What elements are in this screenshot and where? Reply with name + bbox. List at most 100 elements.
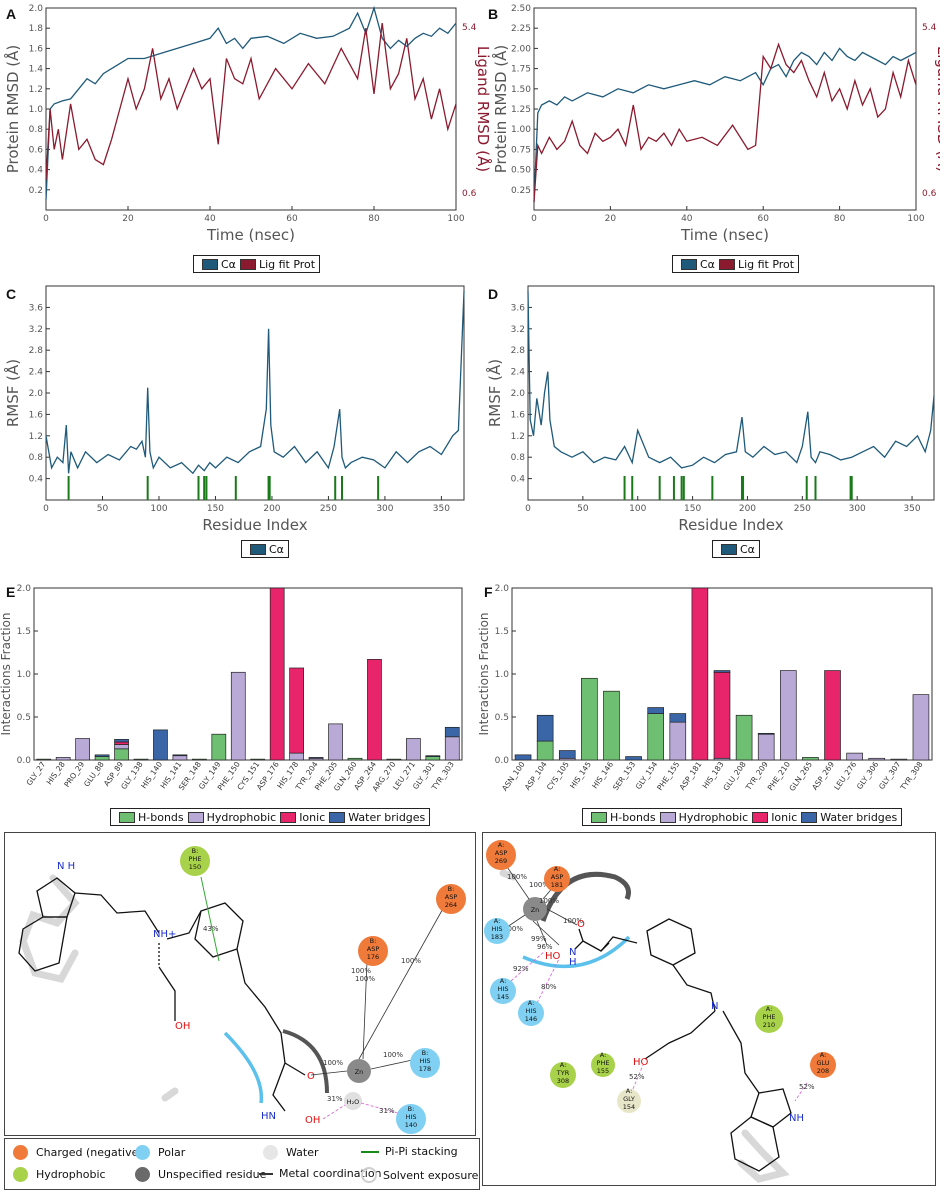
legend-label-hydrophobic: Hydrophobic — [206, 810, 277, 824]
plot-frame — [45, 285, 465, 501]
bar-water-bridges — [625, 756, 642, 761]
legend-label-lig: Lig fit Prot — [737, 257, 795, 271]
legend-swatch-ca — [681, 258, 697, 270]
pocket-polar-curve — [223, 1031, 264, 1104]
key-label: Water — [286, 1146, 319, 1159]
residue-node: B: HIS 178 — [410, 1048, 440, 1078]
x-tick-label: 250 — [794, 504, 811, 514]
x-axis-title: Time (nsec) — [680, 226, 769, 244]
pct-label: 100% — [383, 1051, 403, 1059]
rmsf-chart-d: 0 50 100 150 200 250 300 350 0.4 0.8 1.2 1.6 2.0 2.4 2… — [478, 280, 940, 562]
svg-text:B:: B: — [408, 1105, 415, 1113]
svg-text:A:: A: — [500, 977, 507, 985]
y-tick-label: 1.6 — [29, 44, 44, 54]
bar-hbonds — [735, 714, 753, 761]
pct-label: 100% — [563, 917, 583, 925]
svg-text:A:: A: — [626, 1087, 633, 1095]
pct-label: 31% — [327, 1095, 343, 1103]
residue-node: A: PHE 155 — [591, 1051, 615, 1077]
legend-label-ca: Cα — [221, 257, 236, 271]
key-label: Metal coordination — [279, 1167, 382, 1180]
residue-tick-label: SER_153 — [611, 760, 637, 792]
y-tick-label: 2.4 — [511, 368, 526, 378]
pocket-polar-curve — [522, 935, 631, 969]
key-solvent: Solvent exposure — [361, 1167, 478, 1183]
residue-node: A: HIS 146 — [518, 999, 544, 1026]
y-tick-label: 0.8 — [29, 125, 44, 135]
x-tick-label: 20 — [605, 214, 617, 224]
x-tick-label: 250 — [320, 504, 337, 514]
y2-tick-label: 0.6 — [922, 189, 937, 199]
y-tick-label: 1.6 — [511, 410, 526, 420]
legend-swatch-hydrophobic — [187, 811, 204, 823]
legend-label-ca: Cα — [700, 257, 715, 271]
panel-label-b: B — [488, 6, 499, 22]
x-tick-label: 0 — [43, 214, 49, 224]
key-label: Charged (negative) — [36, 1146, 143, 1159]
bar-hydrophobic — [912, 694, 930, 761]
key-dot-blue — [135, 1145, 150, 1160]
svg-text:176: 176 — [367, 953, 379, 961]
x-axis-title: Time (nsec) — [206, 226, 295, 244]
svg-text:ASP: ASP — [551, 873, 564, 881]
pct-label: 100% — [351, 967, 371, 975]
bar-hydrophobic — [230, 671, 246, 761]
key-dot-gray — [135, 1167, 150, 1182]
pct-label: 100% — [507, 873, 527, 881]
svg-text:A:: A: — [600, 1051, 607, 1059]
hydroxyethyl-chain — [158, 910, 202, 1021]
bar-water-bridges — [647, 707, 664, 714]
x-tick-label: 100 — [447, 214, 464, 224]
panel-label-c: C — [6, 286, 17, 302]
residue-node: A: ASP 269 — [486, 840, 516, 870]
y-tick-label: 1.25 — [511, 105, 531, 115]
key-label: Unspecified residue — [158, 1168, 267, 1181]
svg-text:B:: B: — [448, 885, 455, 893]
pct-label: 31% — [379, 1107, 395, 1115]
bar-water-bridges — [172, 754, 188, 757]
svg-text:140: 140 — [405, 1121, 417, 1129]
x-tick-label: 60 — [286, 214, 298, 224]
x-tick-label: 350 — [433, 504, 450, 514]
zn-ion — [347, 1059, 371, 1083]
hydroxyl-ho: HO — [633, 1057, 649, 1068]
y-tick-label: 1.5 — [495, 627, 509, 637]
residue-node: B: ASP 176 — [358, 936, 388, 966]
legend-swatch-water — [801, 811, 818, 823]
y-tick-label: 1.50 — [511, 85, 531, 95]
metal-coordination-lines — [310, 904, 446, 1076]
rmsd-chart-b-svg: 0 20 40 60 80 100 0.25 0.50 0.75 1.00 1.25 1.50 1.75… — [491, 4, 940, 244]
bar-hydrophobic — [669, 721, 687, 761]
x-tick-label: 350 — [903, 504, 920, 514]
x-tick-label: 80 — [368, 214, 380, 224]
y2-axis-title: Ligand RMSD (Å) — [474, 46, 493, 172]
hbond-lines — [322, 1102, 406, 1120]
svg-text:183: 183 — [491, 933, 503, 941]
bar-hbonds — [425, 756, 441, 761]
legend-e: H-bonds Hydrophobic Ionic Water bridges — [110, 808, 431, 826]
bar-hbonds — [250, 758, 266, 761]
y-tick-label: 1.00 — [511, 125, 531, 135]
y-tick-label: 1.0 — [17, 670, 32, 680]
y-tick-label: 2.0 — [17, 584, 32, 594]
x-tick-label: 200 — [263, 504, 280, 514]
key-pi-pi: Pi-Pi stacking — [361, 1145, 458, 1158]
legend-swatch-ionic — [752, 811, 769, 823]
y-tick-label: 3.2 — [29, 325, 43, 335]
rmsd-chart-a: 0 20 40 60 80 100 0.2 0.4 0.6 0.8 1.0 1.2 1.4 1.6 1.8 2… — [0, 0, 493, 280]
key-dot-green — [13, 1167, 28, 1182]
y-tick-label: 0.25 — [511, 186, 531, 196]
series-line-ca — [45, 291, 465, 475]
svg-text:ASP: ASP — [445, 893, 458, 901]
water-label: H₂O — [347, 1098, 360, 1106]
rmsd-chart-a-svg: 0 20 40 60 80 100 0.2 0.4 0.6 0.8 1.0 1.2 1.4 1.6 1.8 2… — [3, 4, 493, 244]
legend-label-lig: Lig fit Prot — [258, 257, 316, 271]
legend-b: Cα Lig fit Prot — [672, 255, 800, 273]
hydroxamate-ho: HO — [545, 951, 561, 962]
key-label: Hydrophobic — [36, 1168, 106, 1181]
legend-label-water: Water bridges — [820, 810, 898, 824]
bar-hydrophobic — [868, 757, 886, 761]
legend-swatch-ca — [721, 543, 737, 555]
legend-c: Cα — [241, 540, 289, 558]
bar-water-bridges — [153, 729, 168, 761]
